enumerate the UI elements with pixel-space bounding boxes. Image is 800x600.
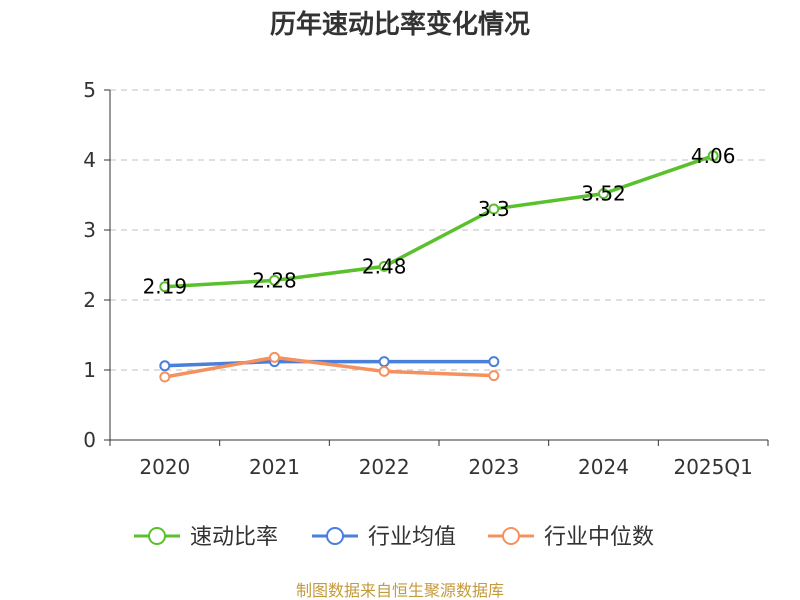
series-layer (159, 150, 719, 383)
data-point (159, 360, 171, 372)
y-tick-label: 2 (83, 288, 96, 312)
legend-marker-1 (326, 527, 344, 545)
data-point (488, 356, 500, 368)
data-label: 3.3 (478, 197, 510, 221)
x-tick-label: 2020 (139, 455, 190, 479)
data-point (159, 281, 171, 293)
x-tick-label: 2023 (468, 455, 519, 479)
y-tick-label: 1 (83, 358, 96, 382)
data-point (598, 188, 609, 200)
data-label: 2.48 (362, 254, 407, 278)
x-tick-label: 2021 (249, 455, 300, 479)
data-labels: 2.19 2.28 2.48 3.3 3.52 4.06 (143, 144, 736, 299)
chart-title: 历年速动比率变化情况 (270, 9, 530, 40)
data-point (488, 203, 500, 215)
x-tick-label: 2022 (359, 455, 410, 479)
series-line-0 (163, 154, 715, 289)
legend[interactable]: 速动比率 行业均值 行业中位数 (134, 525, 654, 550)
legend-label-1[interactable]: 行业均值 (368, 525, 456, 550)
data-point (378, 356, 390, 368)
data-label: 2.19 (143, 275, 188, 299)
data-label: 4.06 (691, 144, 736, 168)
data-point (269, 274, 280, 286)
legend-marker-2 (502, 527, 520, 545)
data-label: 3.52 (581, 182, 626, 206)
y-tick-label: 3 (83, 218, 96, 242)
y-tick-label: 5 (83, 78, 96, 102)
data-point (159, 371, 171, 383)
x-tick-label: 2025Q1 (673, 455, 752, 479)
y-tick-label: 4 (83, 148, 96, 172)
data-point (488, 370, 500, 382)
series-line-1 (163, 359, 496, 368)
data-point (707, 150, 719, 162)
x-tick-labels: 2020 2021 2022 2023 2024 2025Q1 (139, 455, 752, 479)
series-line-2 (163, 355, 496, 379)
data-label: 2.28 (252, 268, 297, 292)
data-point (378, 260, 390, 272)
y-tick-label: 0 (83, 428, 96, 452)
data-point (378, 365, 390, 377)
source-note: 制图数据来自恒生聚源数据库 (296, 581, 504, 600)
grid-lines (110, 89, 768, 371)
data-point (269, 351, 280, 363)
x-tick-label: 2024 (578, 455, 629, 479)
y-tick-labels: 0 1 2 3 4 5 (83, 78, 96, 452)
legend-label-0[interactable]: 速动比率 (190, 525, 278, 550)
legend-label-2[interactable]: 行业中位数 (544, 525, 654, 550)
legend-marker-0 (148, 527, 166, 545)
axes (104, 89, 769, 446)
